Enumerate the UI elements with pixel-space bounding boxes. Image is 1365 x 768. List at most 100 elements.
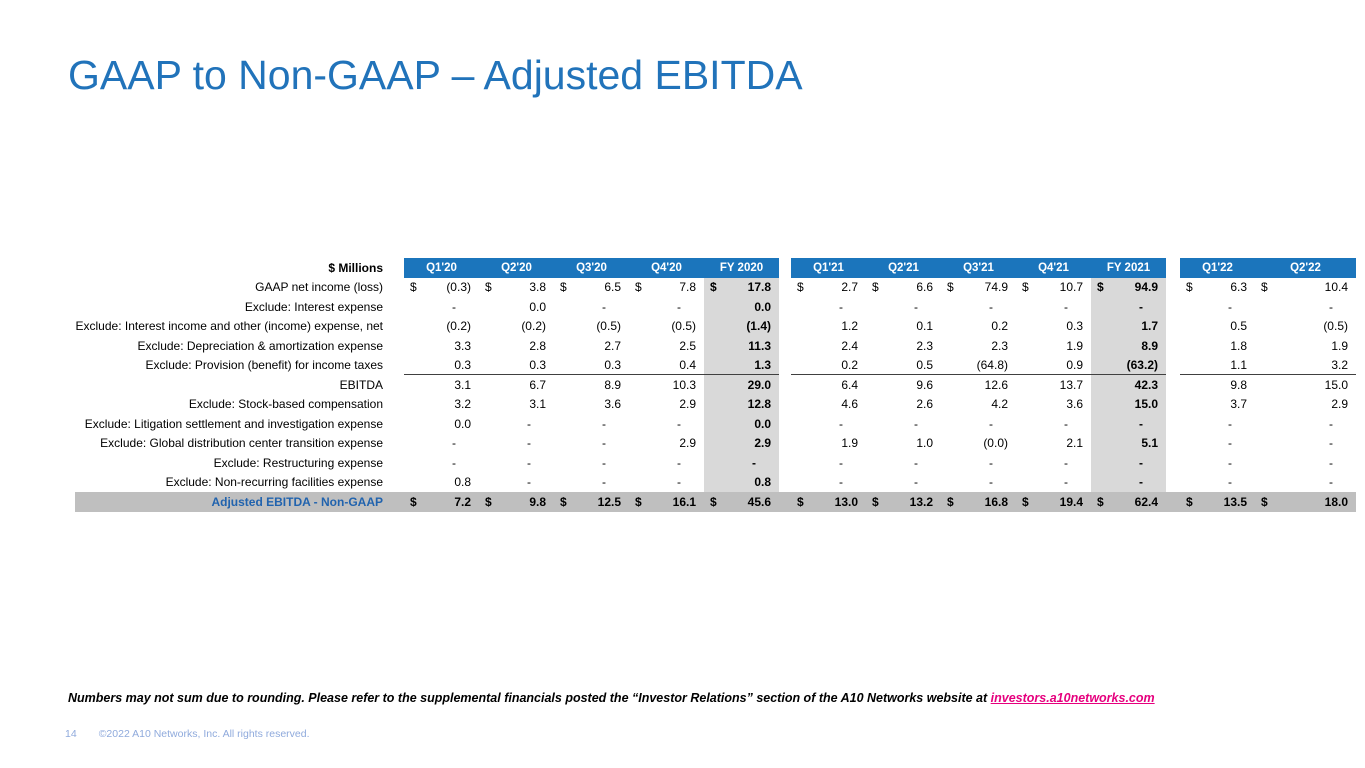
value-cell: 3.6 bbox=[554, 395, 629, 415]
column-header: Q4'20 bbox=[629, 258, 704, 278]
cell-value: 0.5 bbox=[916, 357, 933, 372]
value-cell: - bbox=[1180, 414, 1255, 434]
cell-value: 16.1 bbox=[672, 494, 696, 509]
value-cell: - bbox=[791, 414, 866, 434]
cell-value: - bbox=[452, 455, 456, 470]
column-gap bbox=[1166, 473, 1180, 493]
cell-value: 0.0 bbox=[754, 299, 771, 314]
value-cell: (0.5) bbox=[629, 317, 704, 337]
cell-value: (0.2) bbox=[521, 319, 546, 334]
value-cell: - bbox=[1255, 297, 1356, 317]
value-cell: - bbox=[1016, 297, 1091, 317]
value-cell: 0.3 bbox=[479, 356, 554, 375]
value-cell: 3.2 bbox=[1255, 356, 1356, 375]
value-cell: 15.0 bbox=[1255, 375, 1356, 395]
value-cell: - bbox=[1255, 453, 1356, 473]
column-gap bbox=[779, 297, 791, 317]
column-gap bbox=[1166, 336, 1180, 356]
column-gap bbox=[389, 336, 404, 356]
cell-value: 2.4 bbox=[841, 338, 858, 353]
footnote-text: Numbers may not sum due to rounding. Ple… bbox=[68, 691, 991, 705]
value-cell: - bbox=[554, 414, 629, 434]
cell-value: 13.0 bbox=[834, 494, 858, 509]
cell-value: 8.9 bbox=[604, 377, 621, 392]
cell-value: 15.0 bbox=[1324, 377, 1348, 392]
cell-value: - bbox=[914, 299, 918, 314]
value-cell: - bbox=[554, 434, 629, 454]
value-cell: - bbox=[704, 453, 779, 473]
value-cell: - bbox=[1180, 473, 1255, 493]
dollar-sign: $ bbox=[1022, 494, 1029, 509]
value-cell: - bbox=[1016, 473, 1091, 493]
cell-value: - bbox=[1228, 455, 1232, 470]
value-cell: 3.6 bbox=[1016, 395, 1091, 415]
row-label: Adjusted EBITDA - Non-GAAP bbox=[75, 492, 389, 512]
cell-value: - bbox=[1329, 475, 1333, 490]
cell-value: 0.3 bbox=[454, 357, 471, 372]
value-cell: 8.9 bbox=[554, 375, 629, 395]
column-gap bbox=[1166, 297, 1180, 317]
column-gap bbox=[389, 395, 404, 415]
column-header: Q2'21 bbox=[866, 258, 941, 278]
column-gap bbox=[779, 414, 791, 434]
footnote: Numbers may not sum due to rounding. Ple… bbox=[68, 691, 1328, 705]
value-cell: 1.0 bbox=[866, 434, 941, 454]
value-cell: 0.8 bbox=[404, 473, 479, 493]
value-cell: 1.9 bbox=[1016, 336, 1091, 356]
value-cell: $13.5 bbox=[1180, 492, 1255, 512]
cell-value: 16.8 bbox=[984, 494, 1008, 509]
value-cell: 0.2 bbox=[941, 317, 1016, 337]
cell-value: 1.7 bbox=[1141, 319, 1158, 334]
cell-value: - bbox=[839, 416, 843, 431]
cell-value: 2.3 bbox=[916, 338, 933, 353]
dollar-sign: $ bbox=[485, 494, 492, 509]
cell-value: - bbox=[602, 455, 606, 470]
value-cell: $6.6 bbox=[866, 278, 941, 298]
value-cell: 0.3 bbox=[404, 356, 479, 375]
value-cell: $3.8 bbox=[479, 278, 554, 298]
value-cell: $10.4 bbox=[1255, 278, 1356, 298]
value-cell: (0.5) bbox=[1255, 317, 1356, 337]
value-cell: 13.7 bbox=[1016, 375, 1091, 395]
column-header: Q2'20 bbox=[479, 258, 554, 278]
page-number: 14 bbox=[65, 728, 77, 740]
dollar-sign: $ bbox=[1186, 494, 1193, 509]
cell-value: 3.6 bbox=[604, 397, 621, 412]
dollar-sign: $ bbox=[947, 494, 954, 509]
value-cell: - bbox=[1091, 414, 1166, 434]
value-cell: 3.3 bbox=[404, 336, 479, 356]
dollar-sign: $ bbox=[1097, 494, 1104, 509]
cell-value: 0.2 bbox=[841, 357, 858, 372]
value-cell: 2.3 bbox=[941, 336, 1016, 356]
column-header: FY 2020 bbox=[704, 258, 779, 278]
cell-value: 3.2 bbox=[454, 397, 471, 412]
value-cell: $16.8 bbox=[941, 492, 1016, 512]
cell-value: 7.2 bbox=[454, 494, 471, 509]
value-cell: (1.4) bbox=[704, 316, 779, 336]
cell-value: - bbox=[1228, 416, 1232, 431]
cell-value: 12.8 bbox=[747, 397, 771, 412]
value-cell: 15.0 bbox=[1091, 394, 1166, 414]
value-cell: 4.2 bbox=[941, 395, 1016, 415]
cell-value: - bbox=[839, 455, 843, 470]
cell-value: 6.6 bbox=[916, 280, 933, 295]
cell-value: 0.3 bbox=[604, 357, 621, 372]
value-cell: 0.5 bbox=[866, 356, 941, 375]
value-cell: (0.0) bbox=[941, 434, 1016, 454]
investor-relations-link[interactable]: investors.a10networks.com bbox=[990, 691, 1155, 705]
row-label: Exclude: Interest expense bbox=[244, 299, 383, 314]
column-gap bbox=[389, 278, 404, 298]
value-cell: - bbox=[1016, 414, 1091, 434]
value-cell: 0.9 bbox=[1016, 356, 1091, 375]
value-cell: 5.1 bbox=[1091, 433, 1166, 453]
dollar-sign: $ bbox=[410, 494, 417, 509]
dollar-sign: $ bbox=[1261, 494, 1268, 509]
value-cell: 9.8 bbox=[1180, 375, 1255, 395]
value-cell: 11.3 bbox=[704, 336, 779, 356]
cell-value: 13.2 bbox=[909, 494, 933, 509]
column-gap bbox=[389, 356, 404, 376]
dollar-sign: $ bbox=[635, 494, 642, 509]
value-cell: 4.6 bbox=[791, 395, 866, 415]
value-cell: - bbox=[791, 473, 866, 493]
